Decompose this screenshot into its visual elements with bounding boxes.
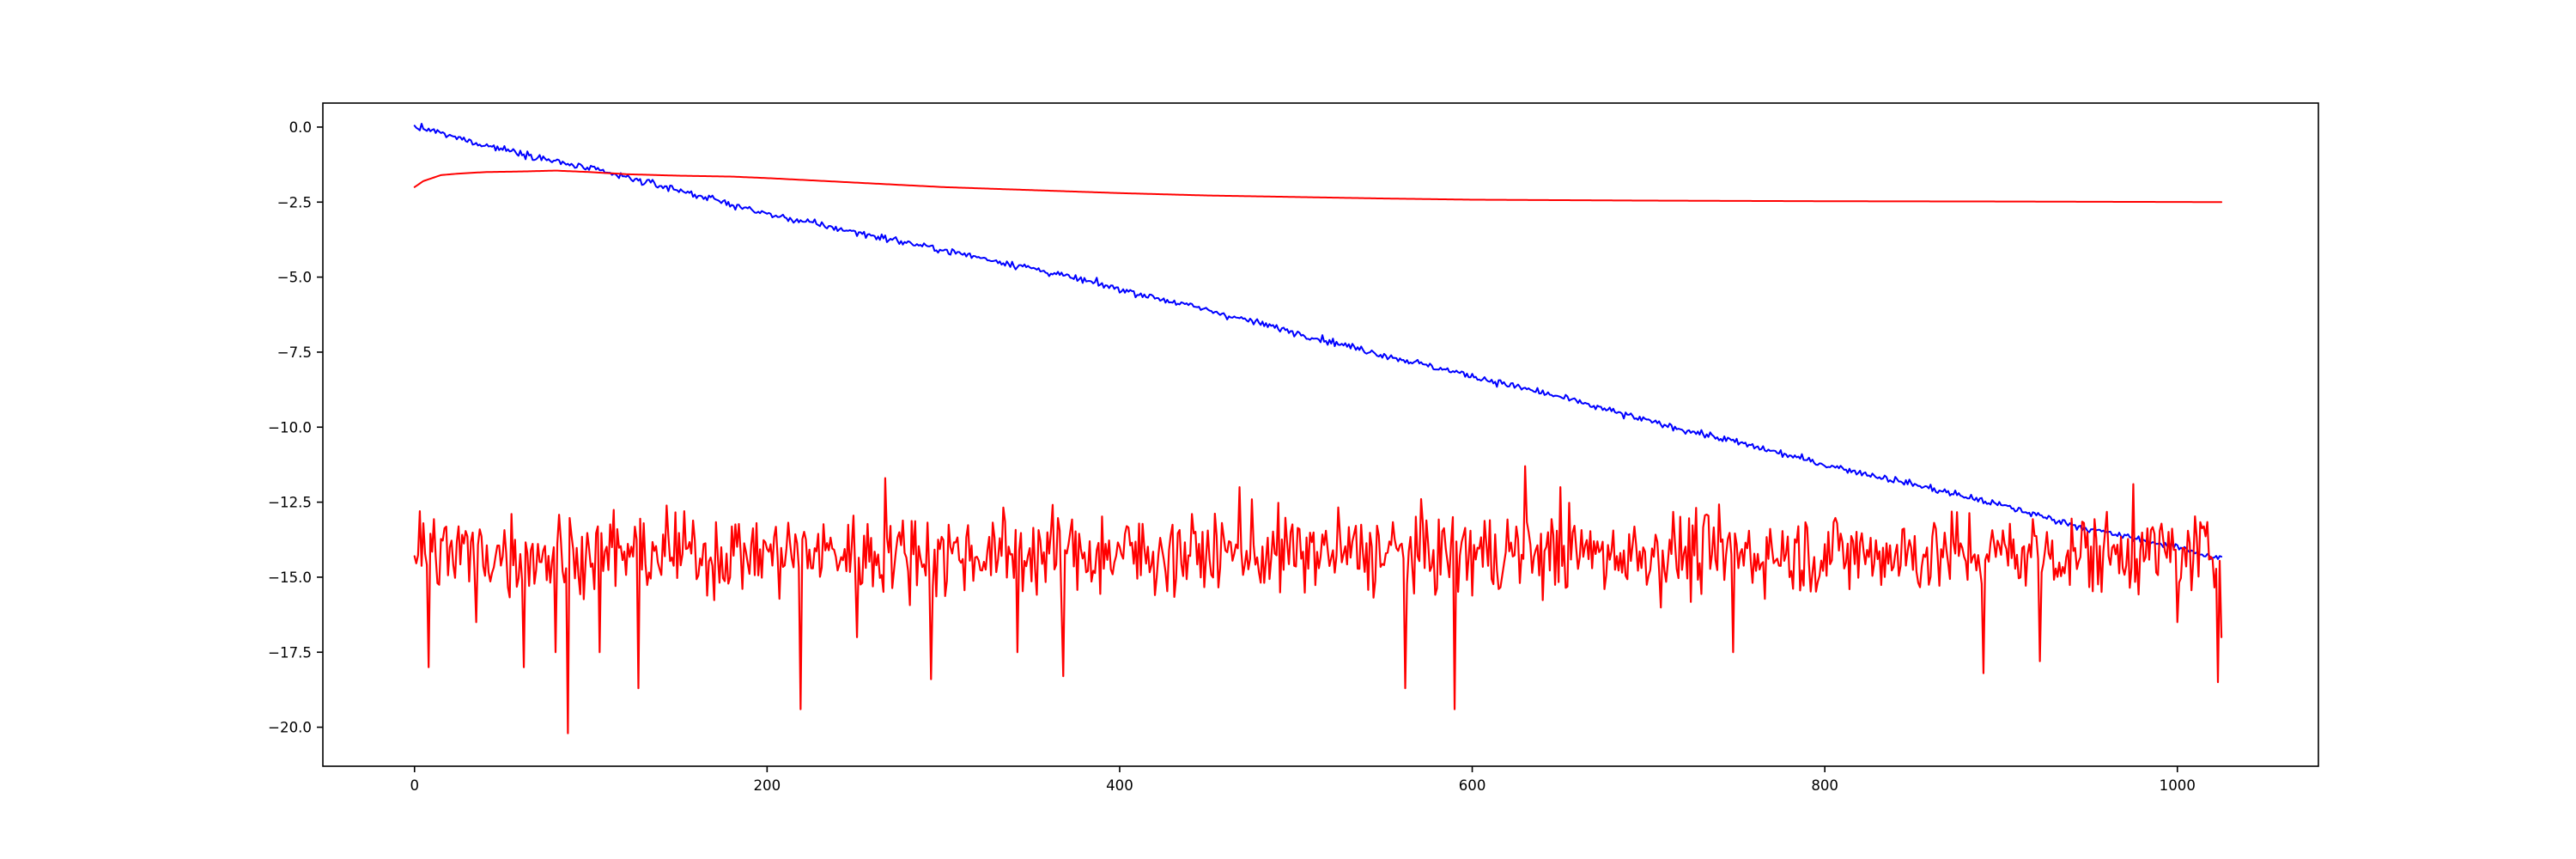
y-tick-label: 0.0 [289, 119, 312, 136]
x-tick-label: 800 [1811, 777, 1838, 794]
x-tick-label: 0 [410, 777, 419, 794]
y-tick-label: −15.0 [268, 570, 312, 586]
y-tick-label: −17.5 [268, 644, 312, 661]
x-tick-label: 200 [754, 777, 781, 794]
y-tick-label: −12.5 [268, 495, 312, 511]
y-axis: 0.0 −2.5 −5.0 −7.5 −10.0 −12.5 −15.0 −17.5 −20.0 [268, 119, 323, 736]
series-layer [413, 122, 2223, 734]
axes-frame [322, 102, 2319, 767]
y-tick-label: −5.0 [277, 270, 312, 286]
x-axis: 0 200 400 600 800 1000 [410, 766, 2196, 794]
series-line-1 [413, 122, 2223, 560]
y-tick-label: −7.5 [277, 344, 312, 361]
series-line-3 [413, 465, 2223, 734]
x-tick-label: 600 [1459, 777, 1486, 794]
x-tick-label: 1000 [2160, 777, 2196, 794]
series-line-2 [413, 169, 2223, 204]
y-tick-label: −10.0 [268, 419, 312, 436]
y-tick-label: −20.0 [268, 720, 312, 736]
x-tick-label: 400 [1106, 777, 1133, 794]
y-tick-label: −2.5 [277, 194, 312, 210]
